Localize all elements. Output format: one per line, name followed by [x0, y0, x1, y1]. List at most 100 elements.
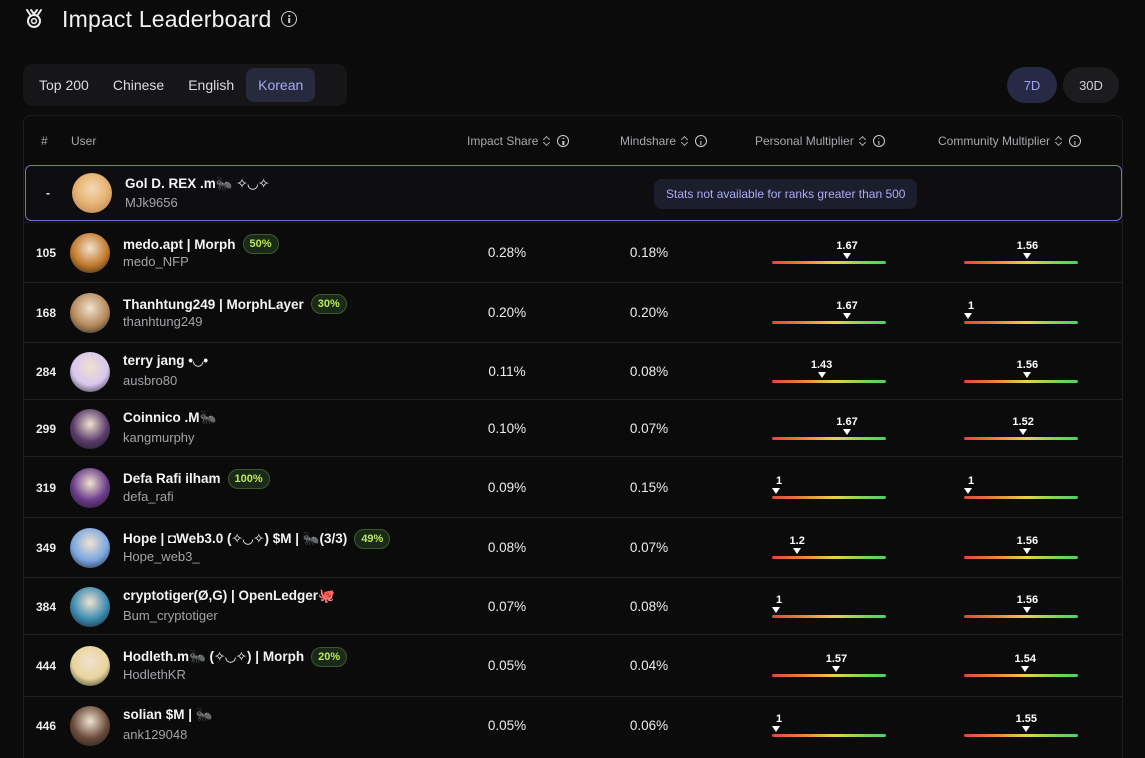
tab-chinese[interactable]: Chinese	[112, 77, 165, 93]
mindshare-value: 0.08%	[629, 598, 669, 614]
avatar[interactable]	[70, 706, 110, 746]
avatar[interactable]	[70, 528, 110, 568]
avatar[interactable]	[70, 408, 110, 449]
percentage-badge: 50%	[242, 234, 279, 254]
info-icon[interactable]	[695, 135, 708, 147]
table-row[interactable]: 105 medo.apt | Morph 50% medo_NFP 0.28% 0.18%…	[24, 222, 1122, 282]
impact-share-value: 0.20%	[487, 305, 527, 320]
multiplier-marker-icon	[832, 666, 841, 672]
sort-icon[interactable]	[681, 135, 689, 147]
personal-multiplier-meter: 1	[772, 592, 886, 622]
info-icon[interactable]	[557, 135, 570, 147]
multiplier-marker-icon	[1021, 666, 1030, 672]
user-name[interactable]: medo.apt | Morph 50%	[123, 234, 279, 254]
user-name[interactable]: cryptotiger(Ø,G) | OpenLedger🐙	[123, 588, 335, 604]
multiplier-value: 1.2	[789, 535, 805, 547]
rank: 168	[35, 306, 57, 320]
table-row[interactable]: 168 Thanhtung249 | MorphLayer 30% thanhtung…	[24, 282, 1122, 342]
info-icon[interactable]	[281, 11, 298, 27]
table-row[interactable]: 284 terry jang •◡• ausbro80 0.11% 0.08% 1.43 1…	[24, 342, 1122, 399]
table-row[interactable]: 349 Hope | ◘Web3.0 (✧◡✧) $M | 🐜(3/3) 49% Ho…	[24, 517, 1122, 577]
user-name[interactable]: Gol D. REX .m🐜 ✧◡✧	[125, 176, 270, 191]
user-name-text[interactable]: Thanhtung249 | MorphLayer	[123, 296, 304, 312]
column-personal-multiplier[interactable]: Personal Multiplier	[755, 134, 885, 148]
table-row[interactable]: 299 Coinnico .M🐜 kangmurphy 0.10% 0.07% 1.67 1…	[24, 399, 1122, 456]
user-handle: Hope_web3_	[123, 549, 200, 564]
impact-share-value: 0.10%	[487, 420, 527, 436]
personal-multiplier-meter: 1.43	[772, 357, 886, 387]
multiplier-gradient-bar	[772, 556, 886, 559]
multiplier-value: 1.67	[836, 300, 858, 312]
column-mindshare[interactable]: Mindshare	[620, 134, 708, 148]
info-icon[interactable]	[1069, 135, 1082, 147]
table-row[interactable]: 319 Defa Rafi ilham 100% defa_rafi 0.09% 0.15…	[24, 456, 1122, 517]
table-row[interactable]: 444 Hodleth.m🐜 (✧◡✧) | Morph 20% HodlethKR 0…	[24, 634, 1122, 696]
multiplier-value: 1.54	[1014, 653, 1036, 665]
multiplier-marker-icon	[1023, 548, 1032, 554]
mindshare-value: 0.15%	[629, 479, 669, 495]
avatar[interactable]	[70, 586, 110, 627]
table-row[interactable]: 446 solian $M | 🐜 ank129048 0.05% 0.06% 1 1.55	[24, 696, 1122, 754]
user-name[interactable]: Coinnico .M🐜	[123, 410, 216, 426]
sort-icon[interactable]	[859, 135, 867, 147]
personal-multiplier-meter: 1	[772, 711, 886, 741]
impact-share-value: 0.11%	[488, 363, 526, 379]
user-name-text[interactable]: terry jang •◡•	[123, 352, 209, 368]
avatar[interactable]	[70, 646, 110, 686]
column-rank: #	[41, 134, 48, 148]
user-name[interactable]: solian $M | 🐜	[123, 707, 213, 723]
multiplier-gradient-bar	[964, 556, 1078, 559]
avatar[interactable]	[70, 467, 110, 508]
stats-unavailable-notice: Stats not available for ranks greater th…	[654, 179, 918, 209]
avatar[interactable]	[70, 233, 110, 273]
column-impact-share[interactable]: Impact Share	[467, 134, 570, 148]
community-multiplier-meter: 1	[964, 473, 1078, 503]
rank: 446	[35, 719, 57, 733]
multiplier-value: 1.67	[836, 415, 858, 428]
multiplier-gradient-bar	[772, 674, 886, 677]
rank: 105	[35, 246, 57, 260]
user-name-text[interactable]: cryptotiger(Ø,G) | OpenLedger🐙	[123, 587, 335, 603]
user-name-text[interactable]: medo.apt | Morph	[123, 236, 236, 252]
user-name-text[interactable]: Coinnico .M🐜	[123, 409, 217, 425]
info-icon[interactable]	[872, 135, 885, 147]
tab-top-200[interactable]: Top 200	[39, 77, 89, 93]
user-name-text[interactable]: Hodleth.m🐜 (✧◡✧) | Morph	[123, 649, 305, 664]
period-30d[interactable]: 30D	[1063, 67, 1119, 103]
user-name-text[interactable]: Hope | ◘Web3.0 (✧◡✧) $M | 🐜(3/3)	[123, 531, 348, 546]
mindshare-value: 0.18%	[629, 245, 669, 260]
column-community-multiplier[interactable]: Community Multiplier	[938, 134, 1082, 148]
tab-korean[interactable]: Korean	[246, 68, 316, 102]
user-name-text[interactable]: solian $M | 🐜	[123, 707, 213, 722]
multiplier-gradient-bar	[964, 614, 1078, 618]
user-name[interactable]: Thanhtung249 | MorphLayer 30%	[123, 294, 347, 314]
tab-english[interactable]: English	[188, 77, 235, 93]
user-name[interactable]: Defa Rafi ilham 100%	[123, 468, 270, 489]
current-user-row[interactable]: - Gol D. REX .m🐜 ✧◡✧ MJk9656 Stats not a…	[25, 165, 1122, 221]
user-name[interactable]: Hope | ◘Web3.0 (✧◡✧) $M | 🐜(3/3) 49%	[123, 529, 391, 549]
page-title: Impact Leaderboard	[62, 5, 272, 32]
sort-icon[interactable]	[543, 135, 551, 147]
mindshare-value: 0.07%	[629, 420, 669, 436]
user-handle: ausbro80	[123, 372, 178, 388]
multiplier-gradient-bar	[964, 436, 1078, 440]
user-name[interactable]: terry jang •◡•	[123, 353, 208, 369]
multiplier-marker-icon	[1023, 606, 1032, 613]
user-name-text[interactable]: Defa Rafi ilham	[123, 471, 221, 486]
avatar[interactable]	[70, 351, 110, 392]
impact-share-value: 0.07%	[487, 598, 527, 614]
sort-icon[interactable]	[1055, 135, 1063, 147]
avatar[interactable]	[70, 293, 110, 333]
multiplier-gradient-bar	[772, 261, 886, 264]
multiplier-value: 1.55	[1015, 713, 1038, 725]
multiplier-gradient-bar	[772, 734, 886, 737]
multiplier-marker-icon	[1019, 428, 1028, 435]
table-row[interactable]: 384 cryptotiger(Ø,G) | OpenLedger🐙 Bum_cry…	[24, 577, 1122, 634]
period-7d[interactable]: 7D	[1007, 67, 1057, 103]
community-multiplier-meter: 1.56	[964, 357, 1078, 387]
mindshare-value: 0.20%	[629, 305, 669, 320]
user-name[interactable]: Hodleth.m🐜 (✧◡✧) | Morph 20%	[123, 647, 348, 667]
personal-multiplier-meter: 1.67	[772, 238, 886, 268]
personal-multiplier-meter: 1.2	[772, 533, 886, 563]
avatar[interactable]	[72, 173, 112, 213]
